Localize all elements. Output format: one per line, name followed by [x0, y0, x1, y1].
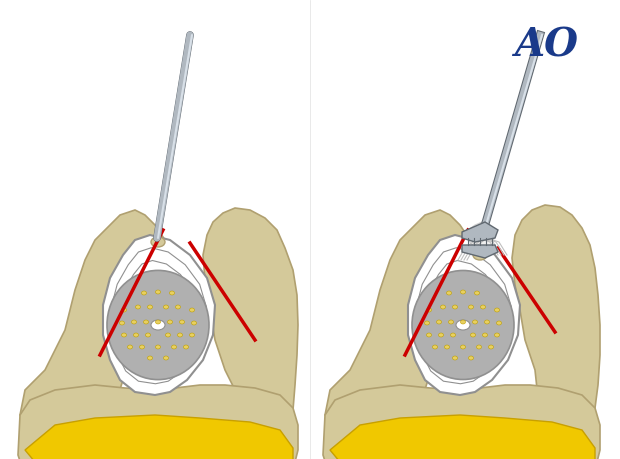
Ellipse shape	[477, 345, 482, 349]
Ellipse shape	[474, 291, 479, 295]
Ellipse shape	[133, 333, 138, 337]
Polygon shape	[203, 208, 298, 440]
Ellipse shape	[180, 320, 185, 324]
Ellipse shape	[453, 356, 458, 360]
Ellipse shape	[469, 305, 474, 309]
Ellipse shape	[480, 305, 485, 309]
Ellipse shape	[122, 333, 126, 337]
Ellipse shape	[148, 305, 153, 309]
Ellipse shape	[433, 345, 438, 349]
Polygon shape	[465, 222, 495, 248]
Ellipse shape	[177, 333, 182, 337]
Ellipse shape	[122, 308, 126, 312]
Ellipse shape	[166, 333, 171, 337]
Ellipse shape	[146, 333, 151, 337]
Ellipse shape	[156, 320, 161, 324]
Ellipse shape	[184, 345, 188, 349]
Ellipse shape	[446, 291, 451, 295]
Polygon shape	[325, 210, 475, 435]
Polygon shape	[512, 205, 600, 442]
Ellipse shape	[175, 305, 180, 309]
Polygon shape	[20, 210, 170, 435]
Ellipse shape	[143, 320, 149, 324]
Ellipse shape	[136, 305, 141, 309]
Ellipse shape	[164, 305, 169, 309]
Ellipse shape	[192, 321, 197, 325]
Polygon shape	[330, 415, 595, 459]
Ellipse shape	[427, 308, 432, 312]
Ellipse shape	[495, 333, 500, 337]
Ellipse shape	[156, 290, 161, 294]
Ellipse shape	[469, 356, 474, 360]
Ellipse shape	[473, 250, 487, 260]
Ellipse shape	[472, 320, 477, 324]
Ellipse shape	[471, 333, 476, 337]
Ellipse shape	[120, 321, 125, 325]
Ellipse shape	[495, 308, 500, 312]
Ellipse shape	[140, 345, 144, 349]
Polygon shape	[18, 385, 298, 459]
Ellipse shape	[453, 305, 458, 309]
Ellipse shape	[172, 345, 177, 349]
Ellipse shape	[438, 333, 443, 337]
Ellipse shape	[151, 320, 165, 330]
Ellipse shape	[167, 320, 172, 324]
Ellipse shape	[461, 320, 466, 324]
Ellipse shape	[484, 320, 490, 324]
Ellipse shape	[141, 291, 146, 295]
Ellipse shape	[440, 305, 446, 309]
Ellipse shape	[461, 290, 466, 294]
Ellipse shape	[156, 345, 161, 349]
Ellipse shape	[482, 333, 487, 337]
Ellipse shape	[456, 320, 470, 330]
Polygon shape	[103, 235, 215, 395]
Ellipse shape	[427, 333, 432, 337]
Ellipse shape	[131, 320, 136, 324]
Ellipse shape	[436, 320, 441, 324]
Ellipse shape	[489, 345, 494, 349]
Polygon shape	[408, 235, 520, 395]
Ellipse shape	[190, 308, 195, 312]
Ellipse shape	[190, 333, 195, 337]
Ellipse shape	[448, 320, 453, 324]
Ellipse shape	[412, 270, 514, 380]
Polygon shape	[25, 415, 293, 459]
Polygon shape	[462, 222, 498, 242]
Ellipse shape	[425, 321, 430, 325]
Ellipse shape	[445, 345, 449, 349]
Ellipse shape	[151, 237, 165, 247]
Text: AO: AO	[513, 27, 578, 65]
Ellipse shape	[461, 345, 466, 349]
Ellipse shape	[164, 356, 169, 360]
Ellipse shape	[128, 345, 133, 349]
Ellipse shape	[451, 333, 456, 337]
Ellipse shape	[497, 321, 502, 325]
Ellipse shape	[169, 291, 174, 295]
Ellipse shape	[148, 356, 153, 360]
Polygon shape	[462, 245, 498, 258]
Polygon shape	[323, 385, 600, 459]
Ellipse shape	[107, 270, 209, 380]
